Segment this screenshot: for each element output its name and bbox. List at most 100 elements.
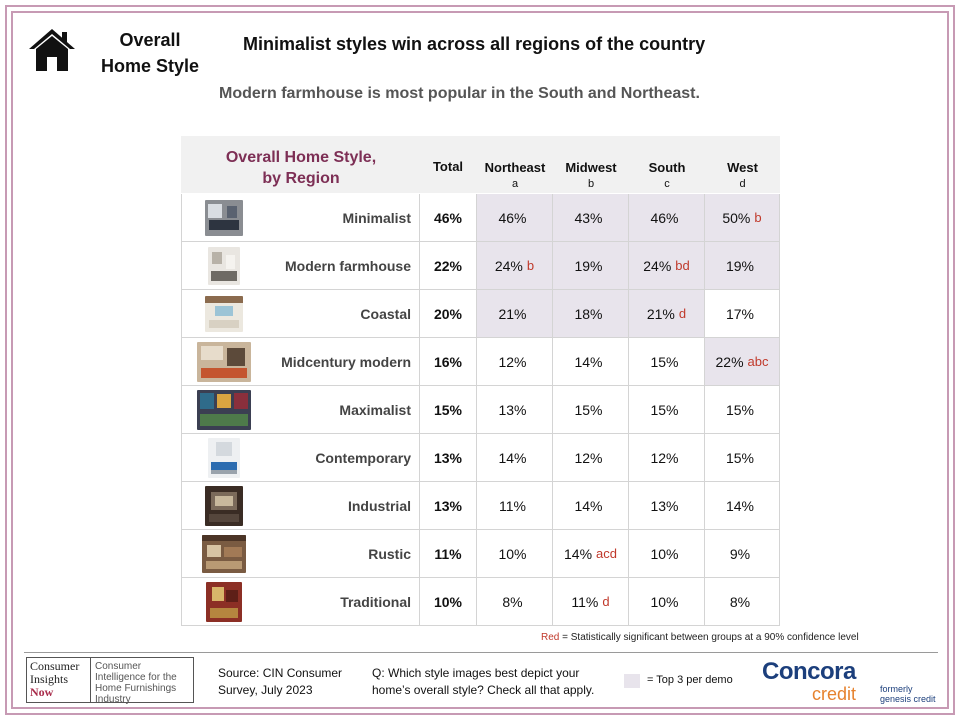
value: 46% bbox=[498, 209, 527, 226]
south-cell: 15% bbox=[629, 338, 705, 385]
value: 15% bbox=[650, 353, 679, 370]
cin-logo-line2: Insights bbox=[30, 672, 69, 686]
cin-logo-wordmark: Consumer Insights Now bbox=[27, 658, 91, 702]
value: 10% bbox=[650, 593, 679, 610]
value: 8% bbox=[729, 593, 751, 610]
value: 12% bbox=[498, 353, 527, 370]
value: 14% bbox=[574, 353, 603, 370]
value: 9% bbox=[729, 545, 751, 562]
significance-marker: d bbox=[678, 306, 687, 321]
value: 10% bbox=[498, 545, 527, 562]
concora-credit-word: credit bbox=[812, 684, 857, 704]
value: 21% bbox=[646, 305, 675, 322]
midwest-cell: 19% bbox=[553, 242, 629, 289]
row-label: Midcentury modern bbox=[281, 353, 411, 370]
midwest-cell: 15% bbox=[553, 386, 629, 433]
formerly-line1: formerly bbox=[880, 684, 913, 694]
section-title-line2: Home Style bbox=[100, 56, 200, 76]
value: 50% bbox=[722, 209, 751, 226]
table-row: Rustic 11% 10% 14% acd 10% 9% bbox=[181, 530, 780, 578]
midwest-cell: 43% bbox=[553, 194, 629, 241]
value: 8% bbox=[502, 593, 523, 610]
source-note: Source: CIN Consumer Survey, July 2023 bbox=[218, 666, 343, 697]
south-cell: 10% bbox=[629, 578, 705, 625]
table-header: Overall Home Style, by Region Total Nort… bbox=[181, 136, 780, 194]
minimalist-image bbox=[181, 194, 265, 241]
midcentury-modern-image bbox=[181, 338, 265, 385]
value: 24% bbox=[494, 257, 523, 274]
cin-logo-line3: Now bbox=[30, 685, 54, 699]
south-cell: 15% bbox=[629, 386, 705, 433]
survey-question: Q: Which style images best depict your h… bbox=[372, 666, 595, 697]
row-label: Traditional bbox=[340, 593, 411, 610]
value: 46% bbox=[650, 209, 679, 226]
value: 19% bbox=[574, 257, 603, 274]
total-cell: 20% bbox=[419, 290, 477, 337]
column-header-total: Total bbox=[432, 159, 464, 174]
headline: Minimalist styles win across all regions… bbox=[243, 34, 706, 54]
south-cell: 13% bbox=[629, 482, 705, 529]
west-cell: 14% bbox=[705, 482, 780, 529]
row-label: Modern farmhouse bbox=[284, 257, 411, 274]
total-cell: 46% bbox=[419, 194, 477, 241]
total-cell: 10% bbox=[419, 578, 477, 625]
contemporary-image bbox=[181, 434, 265, 481]
northeast-cell: 11% bbox=[477, 482, 553, 529]
footer-divider bbox=[24, 652, 938, 653]
top3-legend-swatch bbox=[624, 674, 640, 688]
value: 14% bbox=[574, 497, 603, 514]
modern-farmhouse-image bbox=[181, 242, 265, 289]
significance-marker: bd bbox=[675, 258, 690, 273]
northeast-cell: 14% bbox=[477, 434, 553, 481]
total-cell: 11% bbox=[419, 530, 477, 577]
west-cell: 15% bbox=[705, 386, 780, 433]
value: 14% bbox=[564, 545, 593, 562]
table-title-line1: Overall Home Style, bbox=[225, 149, 377, 166]
subhead: Modern farmhouse is most popular in the … bbox=[219, 85, 700, 102]
footnote-red-word: Red bbox=[541, 632, 560, 643]
south-cell: 46% bbox=[629, 194, 705, 241]
midwest-label: Midwest bbox=[565, 160, 617, 175]
table-row: Midcentury modern 16% 12% 14% 15% 22% abc bbox=[181, 338, 780, 386]
value: 12% bbox=[574, 449, 603, 466]
maximalist-image bbox=[181, 386, 265, 433]
row-label: Coastal bbox=[360, 305, 411, 322]
south-code: c bbox=[664, 178, 670, 190]
rustic-image bbox=[181, 530, 265, 577]
significance-marker: b bbox=[526, 258, 535, 273]
value: 19% bbox=[725, 257, 755, 274]
south-cell: 24% bd bbox=[629, 242, 705, 289]
midwest-cell: 12% bbox=[553, 434, 629, 481]
value: 24% bbox=[643, 257, 672, 274]
west-cell: 9% bbox=[705, 530, 780, 577]
northeast-cell: 21% bbox=[477, 290, 553, 337]
value: 11% bbox=[499, 497, 526, 514]
south-cell: 12% bbox=[629, 434, 705, 481]
northeast-label: Northeast bbox=[484, 160, 546, 175]
cin-logo-description: Consumer Intelligence for the Home Furni… bbox=[95, 661, 177, 705]
value: 13% bbox=[498, 401, 527, 418]
total-cell: 13% bbox=[419, 434, 477, 481]
west-cell: 8% bbox=[705, 578, 780, 625]
house-icon bbox=[29, 29, 75, 71]
value: 14% bbox=[725, 497, 755, 514]
midwest-code: b bbox=[587, 178, 595, 190]
value: 15% bbox=[650, 401, 679, 418]
table-row: Contemporary 13% 14% 12% 12% 15% bbox=[181, 434, 780, 482]
traditional-image bbox=[181, 578, 265, 625]
midwest-cell: 18% bbox=[553, 290, 629, 337]
value: 15% bbox=[574, 401, 603, 418]
value: 22% bbox=[715, 353, 744, 370]
west-cell: 22% abc bbox=[705, 338, 780, 385]
northeast-code: a bbox=[511, 178, 519, 190]
row-label: Rustic bbox=[368, 545, 411, 562]
value: 15% bbox=[725, 401, 755, 418]
outer-frame bbox=[5, 5, 955, 715]
midwest-cell: 14% bbox=[553, 338, 629, 385]
midwest-cell: 14% bbox=[553, 482, 629, 529]
value: 21% bbox=[498, 305, 527, 322]
column-header-northeast: Northeast a bbox=[477, 161, 553, 191]
south-cell: 21% d bbox=[629, 290, 705, 337]
midwest-cell: 14% acd bbox=[553, 530, 629, 577]
table-row: Coastal 20% 21% 18% 21% d 17% bbox=[181, 290, 780, 338]
